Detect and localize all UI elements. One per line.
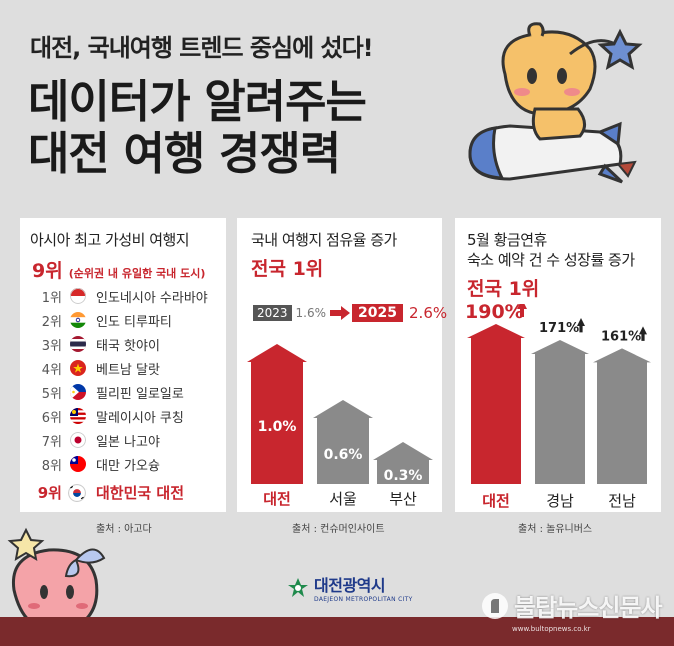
list-item: 8위 대만 가오슝: [32, 452, 208, 476]
watermark: 불탑뉴스신문사: [480, 588, 663, 623]
daejeon-city-logo: 대전광역시 DAEJEON METROPOLITAN CITY: [286, 572, 413, 603]
list-item: 1위 인도네시아 수라바야: [32, 284, 208, 308]
list-item: 5위 필리핀 일로일로: [32, 380, 208, 404]
list-item: 7위 일본 나고야: [32, 428, 208, 452]
list-item-rank: 3위: [41, 338, 62, 354]
daejeon-rank: 9위: [37, 484, 62, 502]
list-item-rank: 2위: [41, 314, 62, 330]
logo-english-name: DAEJEON METROPOLITAN CITY: [314, 596, 413, 603]
value-from-label: 1.6%: [295, 306, 327, 320]
star-icon: [7, 527, 45, 561]
market-share-bar-chart: 1.0% 대전 0.6% 서울 0.3% 부산: [247, 344, 433, 508]
list-item: 6위 말레이시아 쿠칭: [32, 404, 208, 428]
list-item-name: 인도 티루파티: [96, 314, 172, 330]
ranking-list: 1위 인도네시아 수라바야 2위 인도 티루파티 3위 태국 핫야이 4위 베트…: [32, 284, 208, 503]
year-to-label: 2025: [352, 304, 404, 322]
chart-value-label: 1.0%: [258, 419, 297, 435]
watermark-name: 불탑뉴스신문사: [514, 594, 663, 622]
rocket-icon: [468, 121, 637, 184]
taiwan-flag-icon: [70, 456, 86, 472]
footer-bar: [0, 617, 674, 646]
list-item: 2위 인도 티루파티: [32, 308, 208, 332]
chart-value-label: 0.3%: [384, 468, 423, 484]
bultop-logo-icon: [482, 592, 508, 619]
panel-booking-growth: 5월 황금연휴 숙소 예약 건 수 성장률 증가 전국 1위 190% 대전 171…: [455, 218, 661, 512]
panel-market-share: 국내 여행지 점유율 증가 전국 1위 2023 1.6% 2025 2.6% …: [237, 218, 447, 512]
headline-title-line1: 데이터가 알려주는: [28, 75, 367, 128]
chart-value-label: 161%: [601, 329, 641, 344]
list-item-name: 베트남 달랏: [96, 362, 160, 378]
chart-value-label: 190%: [465, 304, 524, 323]
list-item-rank: 5위: [41, 386, 62, 402]
panel3-title-line2: 숙소 예약 건 수 성장률 증가: [467, 251, 635, 269]
chart-category-label: 대전: [263, 490, 291, 508]
panel3-source: 출처 : 놀유니버스: [518, 524, 593, 535]
list-item-name: 필리핀 일로일로: [96, 386, 184, 402]
watermark-url: www.bultopnews.co.kr: [512, 625, 591, 633]
chart-bar: [313, 400, 373, 484]
daejeon-ranking-item: 9위 대한민국 대전: [32, 482, 208, 503]
chart-value-label: 0.6%: [324, 447, 363, 463]
list-item-rank: 8위: [41, 458, 62, 474]
chart-category-label: 경남: [546, 492, 574, 510]
thailand-flag-icon: [70, 336, 86, 352]
japan-flag-icon: [70, 432, 86, 448]
chart-category-label: 전남: [608, 492, 636, 510]
logo-name: 대전광역시: [314, 576, 386, 595]
headline-subtitle: 대전, 국내여행 트렌드 중심에 섰다!: [30, 34, 374, 62]
chart-bar: [467, 324, 525, 484]
list-item: 4위 베트남 달랏: [32, 356, 208, 380]
booking-growth-bar-chart: 190% 대전 171% 경남 161% 전남: [465, 304, 651, 510]
panel1-source: 출처 : 아고다: [96, 524, 152, 535]
chart-category-label: 대전: [482, 492, 510, 510]
arrow-up-icon: [639, 326, 647, 341]
chart-bar: [593, 348, 651, 484]
daejeon-city-emblem-icon: [288, 577, 308, 597]
vietnam-flag-icon: [70, 360, 86, 376]
mascot-rocket-illustration: [468, 22, 643, 184]
panel-cost-effective-ranking: 아시아 최고 가성비 여행지 9위 (순위권 내 유일한 국내 도시) 1위 인…: [20, 218, 226, 512]
panel1-rank: 9위: [32, 260, 63, 282]
list-item-rank: 6위: [41, 410, 62, 426]
list-item-rank: 7위: [41, 434, 62, 450]
headline-title: 데이터가 알려주는 대전 여행 경쟁력: [28, 75, 367, 180]
chart-bar: [373, 442, 433, 484]
panel2-title: 국내 여행지 점유율 증가: [251, 231, 397, 249]
panel1-title: 아시아 최고 가성비 여행지: [30, 231, 190, 249]
year-from-label: 2023: [253, 305, 292, 321]
mascot-bottom-illustration: [7, 527, 106, 634]
list-item-name: 태국 핫야이: [96, 338, 160, 354]
mascot-character-icon: [501, 22, 616, 141]
panel2-source: 출처 : 컨슈머인사이트: [292, 524, 385, 535]
india-flag-icon: [70, 312, 86, 328]
chart-value-label: 171%: [539, 321, 579, 336]
arrow-up-icon: [577, 318, 585, 333]
list-item-name: 말레이시아 쿠칭: [96, 410, 184, 426]
list-item: 3위 태국 핫야이: [32, 332, 208, 356]
chart-bar: [531, 340, 589, 484]
bow-icon: [64, 548, 106, 578]
malaysia-flag-icon: [70, 408, 86, 424]
arrow-up-icon: [517, 304, 527, 317]
chart-category-label: 서울: [329, 490, 357, 508]
daejeon-name: 대한민국 대전: [96, 484, 185, 502]
list-item-name: 대만 가오슝: [96, 458, 160, 474]
list-item-name: 인도네시아 수라바야: [96, 290, 208, 306]
chart-bar: [247, 344, 307, 484]
list-item-name: 일본 나고야: [96, 434, 160, 450]
philippines-flag-icon: [70, 384, 86, 400]
panel1-rank-note: (순위권 내 유일한 국내 도시): [68, 267, 206, 280]
indonesia-flag-icon: [70, 288, 86, 304]
list-item-rank: 1위: [41, 290, 62, 306]
arrow-right-icon: [330, 306, 351, 320]
headline-title-line2: 대전 여행 경쟁력: [28, 127, 341, 180]
panel3-accent: 전국 1위: [467, 278, 540, 300]
panel2-accent: 전국 1위: [251, 258, 324, 280]
panel3-title-line1: 5월 황금연휴: [467, 231, 547, 249]
chart-category-label: 부산: [389, 490, 417, 508]
star-icon: [597, 28, 643, 71]
value-to-label: 2.6%: [409, 304, 448, 322]
korea-flag-icon: [68, 483, 86, 502]
list-item-rank: 4위: [41, 362, 62, 378]
